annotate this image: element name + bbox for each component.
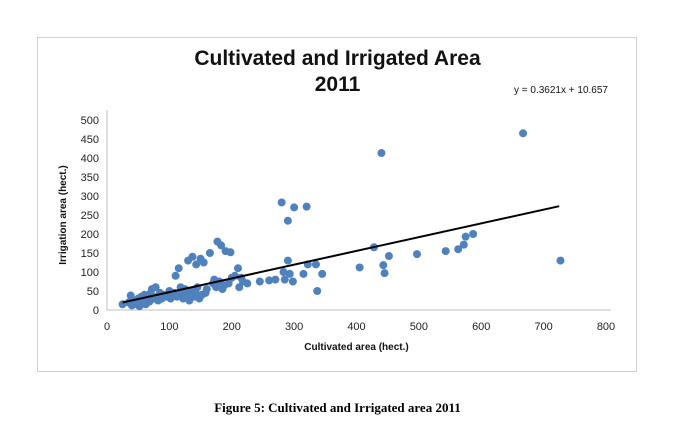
y-tick-label: 50 xyxy=(87,286,99,298)
y-tick-label: 500 xyxy=(81,115,99,127)
data-point xyxy=(151,283,160,292)
y-tick-label: 250 xyxy=(81,210,99,222)
x-tick-label: 300 xyxy=(285,321,303,333)
x-tick-label: 400 xyxy=(347,321,365,333)
data-point xyxy=(271,275,280,284)
x-tick-label: 100 xyxy=(160,321,178,333)
data-point xyxy=(283,216,292,225)
x-tick-label: 800 xyxy=(597,321,615,333)
data-point xyxy=(280,275,289,284)
data-point xyxy=(202,285,211,294)
data-point xyxy=(279,268,288,276)
data-point xyxy=(380,269,389,278)
data-point xyxy=(302,202,311,211)
data-point xyxy=(377,149,386,158)
trendline xyxy=(122,205,560,304)
y-tick-label: 450 xyxy=(81,134,99,146)
data-point xyxy=(235,283,244,292)
y-tick-label: 200 xyxy=(81,229,99,241)
x-tick-label: 0 xyxy=(104,321,110,333)
y-tick-label: 300 xyxy=(81,191,99,203)
data-point xyxy=(171,271,180,280)
y-tick-label: 0 xyxy=(93,305,99,317)
x-tick-label: 700 xyxy=(534,321,552,333)
y-tick-label: 150 xyxy=(81,248,99,260)
data-point xyxy=(188,252,197,261)
x-tick-label: 200 xyxy=(223,321,241,333)
data-point xyxy=(461,232,470,241)
figure-caption: Figure 5: Cultivated and Irrigated area … xyxy=(214,400,461,415)
data-point xyxy=(277,198,286,207)
data-point xyxy=(318,269,327,278)
data-point xyxy=(311,260,320,269)
data-point xyxy=(384,252,393,261)
data-point xyxy=(379,261,388,270)
data-point xyxy=(441,247,450,256)
chart-title: Cultivated and Irrigated Area 2011 xyxy=(0,46,675,98)
data-point xyxy=(288,277,297,286)
data-point xyxy=(243,279,252,288)
data-point xyxy=(556,256,565,265)
title-line-2: 2011 xyxy=(314,73,361,96)
data-point xyxy=(285,269,294,278)
x-tick-label: 600 xyxy=(472,321,490,333)
data-point xyxy=(205,249,214,257)
data-point xyxy=(255,277,264,286)
data-point xyxy=(355,263,364,272)
data-point xyxy=(265,276,274,285)
trendline-equation: y = 0.3621x + 10.657 xyxy=(514,85,608,96)
data-point xyxy=(313,287,322,295)
data-point xyxy=(519,129,528,138)
title-line-1: Cultivated and Irrigated Area xyxy=(194,47,481,70)
y-tick-label: 400 xyxy=(81,153,99,165)
data-point xyxy=(459,240,468,249)
data-point xyxy=(192,260,201,269)
y-tick-label: 100 xyxy=(81,267,99,279)
x-tick-label: 500 xyxy=(410,321,428,333)
data-point xyxy=(199,258,208,267)
data-point xyxy=(299,269,308,278)
data-point xyxy=(413,250,422,259)
data-point xyxy=(283,256,292,265)
data-point xyxy=(217,241,226,250)
y-axis-title: Irrigation area (hect.) xyxy=(58,165,69,264)
chart-area xyxy=(37,37,637,372)
data-point xyxy=(233,264,242,273)
y-tick-label: 350 xyxy=(81,172,99,184)
data-point xyxy=(174,264,183,273)
data-point xyxy=(469,230,478,238)
data-point xyxy=(454,245,463,254)
data-point xyxy=(226,248,235,257)
x-axis-title: Cultivated area (hect.) xyxy=(304,342,408,353)
data-point xyxy=(290,203,299,212)
